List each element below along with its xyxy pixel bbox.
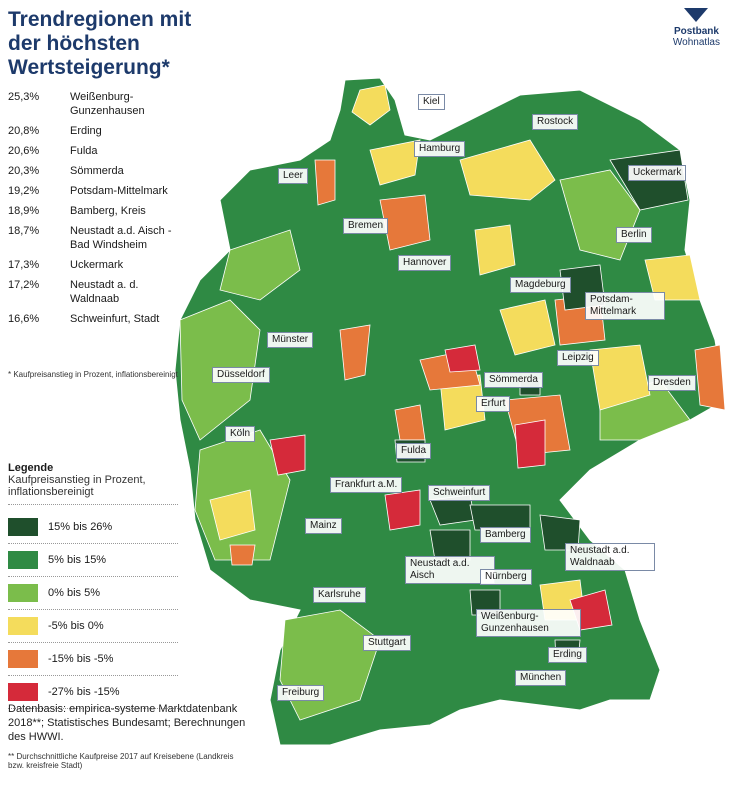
legend-item: -15% bis -5% xyxy=(8,643,178,676)
ranking-row: 20,3% Sömmerda xyxy=(8,164,188,184)
legend-swatch xyxy=(8,650,38,668)
legend-swatch xyxy=(8,617,38,635)
ranking-value: 20,3% xyxy=(8,165,40,177)
legend-label: 0% bis 5% xyxy=(48,587,100,599)
legend-label: 5% bis 15% xyxy=(48,554,107,566)
ranking-region: Bamberg, Kreis xyxy=(70,205,146,217)
ranking-value: 18,9% xyxy=(8,205,40,217)
ranking-region: Fulda xyxy=(70,145,98,157)
city-label: Leipzig xyxy=(557,350,599,366)
ranking-region: Neustadt a. d. Waldnaab xyxy=(70,279,139,305)
city-label: Fulda xyxy=(396,443,432,459)
city-label: Karlsruhe xyxy=(313,587,366,603)
city-label: Magdeburg xyxy=(510,277,571,293)
city-label: Hannover xyxy=(398,255,452,271)
ranking-region: Uckermark xyxy=(70,259,124,271)
ranking-region: Schweinfurt, Stadt xyxy=(70,313,160,325)
city-label: Bamberg xyxy=(480,527,531,543)
city-label: Stuttgart xyxy=(363,635,411,651)
legend-item: -27% bis -15% xyxy=(8,676,178,709)
city-label: Leer xyxy=(278,168,309,184)
legend-swatch xyxy=(8,518,38,536)
brand-name: Postbank xyxy=(673,26,719,37)
legend-item: -5% bis 0% xyxy=(8,610,178,643)
city-label: Köln xyxy=(225,426,256,442)
ranking-row: 25,3% Weißenburg-Gunzenhausen xyxy=(8,90,188,124)
legend-item: 5% bis 15% xyxy=(8,544,178,577)
source-note: ** Durchschnittliche Kaufpreise 2017 auf… xyxy=(8,752,234,770)
ranking-value: 17,2% xyxy=(8,279,40,291)
ranking-value: 25,3% xyxy=(8,91,40,103)
legend-subtitle: Kaufpreisanstieg in Prozent, inflationsb… xyxy=(8,474,178,505)
city-label: Erfurt xyxy=(476,396,511,412)
city-label: Freiburg xyxy=(277,685,325,701)
ranking-value: 16,6% xyxy=(8,313,40,325)
ranking-row: 17,3% Uckermark xyxy=(8,258,188,278)
ranking-value: 18,7% xyxy=(8,225,40,237)
brand: Postbank Wohnatlas xyxy=(673,8,720,48)
ranking-note: * Kaufpreisanstieg in Prozent, inflation… xyxy=(8,370,178,379)
legend-swatch xyxy=(8,683,38,701)
ranking-row: 18,7% Neustadt a.d. Aisch - Bad Windsheim xyxy=(8,224,188,258)
ranking-row: 16,6% Schweinfurt, Stadt xyxy=(8,312,188,332)
city-label: Erding xyxy=(548,647,587,663)
brand-logo xyxy=(684,8,709,22)
city-label: Bremen xyxy=(343,218,389,234)
city-label: Schweinfurt xyxy=(428,485,491,501)
ranking-region: Weißenburg-Gunzenhausen xyxy=(70,91,145,117)
legend-item: 0% bis 5% xyxy=(8,577,178,610)
ranking-region: Neustadt a.d. Aisch - Bad Windsheim xyxy=(70,225,172,251)
title: Trendregionen mit der höchsten Wertsteig… xyxy=(8,8,192,79)
city-label: Frankfurt a.M. xyxy=(330,477,403,493)
legend-item: 15% bis 26% xyxy=(8,511,178,544)
ranking-region: Sömmerda xyxy=(70,165,124,177)
city-label: Kiel xyxy=(418,94,445,110)
city-label: Berlin xyxy=(616,227,652,243)
legend-label: -5% bis 0% xyxy=(48,620,104,632)
legend-swatch xyxy=(8,551,38,569)
ranking-table: 25,3% Weißenburg-Gunzenhausen 20,8% Erding 2… xyxy=(8,90,188,332)
city-label: Münster xyxy=(267,332,314,348)
legend-title: Legende xyxy=(8,462,54,474)
ranking-row: 20,8% Erding xyxy=(8,124,188,144)
ranking-value: 20,6% xyxy=(8,145,40,157)
ranking-row: 20,6% Fulda xyxy=(8,144,188,164)
city-label: München xyxy=(515,670,567,686)
ranking-value: 19,2% xyxy=(8,185,40,197)
legend-swatch xyxy=(8,584,38,602)
legend-label: -15% bis -5% xyxy=(48,653,114,665)
ranking-value: 20,8% xyxy=(8,125,40,137)
legend-label: -27% bis -15% xyxy=(48,686,120,698)
city-label: Nürnberg xyxy=(480,569,532,585)
legend-label: 15% bis 26% xyxy=(48,521,113,533)
ranking-row: 17,2% Neustadt a. d. Waldnaab xyxy=(8,278,188,312)
city-label: Düsseldorf xyxy=(212,367,270,383)
ranking-row: 18,9% Bamberg, Kreis xyxy=(8,204,188,224)
ranking-row: 19,2% Potsdam-Mittelmark xyxy=(8,184,188,204)
city-label: Rostock xyxy=(532,114,579,130)
city-label: Uckermark xyxy=(628,165,687,181)
city-label: Hamburg xyxy=(414,141,466,157)
city-label: Sömmerda xyxy=(484,372,543,388)
ranking-region: Erding xyxy=(70,125,102,137)
ranking-value: 17,3% xyxy=(8,259,40,271)
city-label: Weißenburg-Gunzenhausen xyxy=(476,609,581,637)
legend: Legende Kaufpreisanstieg in Prozent, inf… xyxy=(8,462,178,709)
ranking-region: Potsdam-Mittelmark xyxy=(70,185,168,197)
city-label: Mainz xyxy=(305,518,342,534)
city-label: Dresden xyxy=(648,375,696,391)
source: Datenbasis: empirica-systeme Marktdatenb… xyxy=(8,703,246,743)
brand-sub: Wohnatlas xyxy=(672,37,720,48)
city-label: Neustadt a.d. Waldnaab xyxy=(565,543,655,571)
city-label: Potsdam-Mittelmark xyxy=(585,292,665,320)
